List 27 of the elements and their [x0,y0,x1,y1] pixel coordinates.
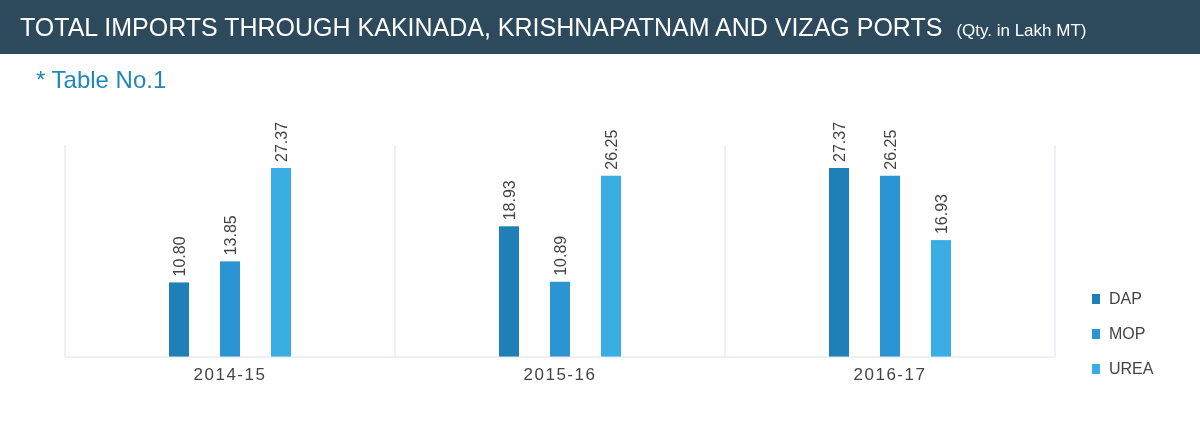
chart-title: TOTAL IMPORTS THROUGH KAKINADA, KRISHNAPATNAM AND VIZAG PORTS [20,13,943,41]
data-label: 10.80 [171,236,188,277]
data-label: 13.85 [222,215,239,256]
data-label: 27.37 [831,121,848,162]
x-tick-label: 2015-16 [523,365,597,384]
data-label: 16.93 [933,193,950,235]
bar [880,175,900,357]
data-label: 18.93 [501,180,518,221]
legend-label: UREA [1109,360,1154,377]
x-tick-label: 2014-15 [193,365,267,384]
legend-label: DAP [1109,290,1142,307]
data-label: 27.37 [273,121,290,162]
bar [271,168,291,357]
bar [829,168,849,357]
data-label: 26.25 [603,129,620,170]
chart-subtitle: (Qty. in Lakh MT) [956,21,1087,40]
bar [550,281,570,357]
bar [169,282,189,357]
bar [499,226,519,357]
x-tick-label: 2016-17 [853,365,927,384]
data-label: 10.89 [552,235,569,276]
bar [931,240,951,357]
legend-label: MOP [1109,325,1146,342]
data-label: 26.25 [882,129,899,170]
bar [601,175,621,357]
text: * Table No.1 [36,66,167,93]
bar [220,261,240,357]
